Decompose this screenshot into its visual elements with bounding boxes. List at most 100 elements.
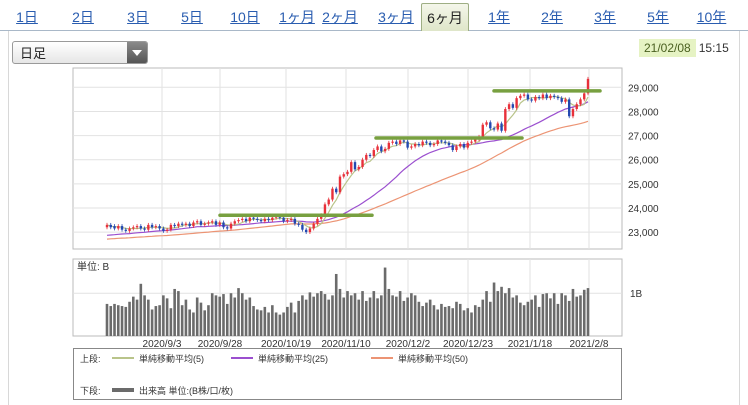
legend-lower-label: 下段: [80, 385, 101, 396]
candle-body [440, 140, 443, 142]
volume-bar [492, 282, 496, 336]
candle-body [109, 224, 112, 228]
candle-body [376, 146, 379, 151]
volume-bar [274, 312, 278, 336]
candle-body [444, 141, 447, 143]
volume-bar [139, 283, 143, 336]
volume-bar [124, 306, 128, 336]
volume-bar [526, 301, 530, 336]
price-tick-label: 26,000 [628, 156, 659, 167]
tab-10年[interactable]: 10年 [696, 9, 727, 25]
legend-volume-swatch [112, 388, 134, 392]
tab-5年[interactable]: 5年 [647, 9, 669, 25]
volume-bar [240, 293, 244, 336]
candle-body [462, 144, 466, 148]
candle-body [500, 123, 503, 131]
volume-bar [556, 303, 560, 336]
candle-body [568, 99, 571, 117]
volume-bar [353, 293, 357, 336]
volume-bar [199, 302, 203, 336]
tab-3ヶ月[interactable]: 3ヶ月 [378, 9, 414, 25]
volume-bar [537, 306, 541, 336]
volume-bar [248, 297, 252, 336]
volume-bar [417, 301, 421, 336]
candle-body [203, 223, 206, 225]
x-tick-label: 2020/12/23 [443, 339, 493, 350]
candle-body [237, 220, 240, 222]
tab-1ヶ月[interactable]: 1ヶ月 [279, 9, 315, 25]
tab-2日[interactable]: 2日 [72, 9, 94, 25]
volume-bar [560, 293, 563, 336]
volume-bar [286, 306, 289, 336]
candle-body [173, 224, 176, 227]
volume-bar [203, 310, 207, 336]
interval-dropdown[interactable]: 日足 [12, 41, 148, 64]
x-tick-label: 2021/1/18 [508, 339, 553, 350]
volume-bar [225, 303, 229, 336]
volume-bar [485, 291, 488, 336]
candle-body [165, 229, 169, 231]
candle-body [282, 217, 285, 222]
volume-bar [173, 288, 176, 336]
tab-5日[interactable]: 5日 [181, 9, 203, 25]
candle-body [286, 220, 289, 222]
candle-body [455, 146, 458, 151]
volume-bar [470, 312, 473, 336]
tab-2年[interactable]: 2年 [541, 9, 563, 25]
volume-bar [252, 306, 255, 336]
volume-bar [214, 295, 218, 336]
candle-body [583, 93, 586, 100]
tab-3日[interactable]: 3日 [127, 9, 149, 25]
volume-bar [372, 291, 376, 336]
volume-bar [301, 295, 304, 336]
volume-bar [579, 295, 582, 336]
tab-2ヶ月[interactable]: 2ヶ月 [322, 9, 358, 25]
chart-panel [8, 31, 740, 405]
volume-bar [440, 303, 443, 336]
volume-bar [188, 309, 191, 336]
volume-bar [395, 296, 398, 336]
tab-10日[interactable]: 10日 [230, 9, 260, 25]
volume-bar [222, 294, 225, 336]
candle-body [560, 98, 563, 102]
legend-ma25-label: 単純移動平均(25) [258, 353, 329, 364]
volume-bar [342, 297, 346, 336]
tab-3年[interactable]: 3年 [594, 9, 616, 25]
tab-1日[interactable]: 1日 [16, 9, 38, 25]
volume-bar [481, 299, 485, 336]
volume-bar [331, 295, 334, 336]
candle-body [474, 139, 477, 142]
candle-body [327, 199, 330, 205]
candle-body [451, 145, 454, 151]
volume-unit-label: 単位: B [77, 260, 110, 273]
candle-body [158, 226, 161, 229]
candle-body [338, 176, 342, 193]
legend-volume-label: 出来高 単位:(B株/口/枚) [139, 385, 233, 396]
candle-body [342, 174, 345, 177]
candle-body [425, 141, 428, 143]
volume-bar [256, 309, 259, 336]
candle-body [147, 224, 150, 230]
x-tick-label: 2020/11/10 [321, 339, 371, 350]
volume-bar [278, 314, 282, 336]
candle-body [278, 216, 282, 218]
volume-bar [530, 299, 533, 336]
volume-bar [473, 305, 477, 336]
volume-bar [271, 305, 274, 336]
candle-body [180, 223, 184, 225]
volume-bar [511, 297, 515, 336]
tab-1年[interactable]: 1年 [488, 9, 510, 25]
volume-bar [383, 267, 387, 336]
legend-ma50-swatch [371, 357, 393, 359]
price-tick-label: 29,000 [628, 83, 659, 94]
volume-bar [113, 303, 116, 336]
candle-body [361, 159, 364, 167]
volume-bar [289, 302, 293, 336]
volume-bar [165, 298, 169, 336]
volume-bar [398, 291, 402, 336]
volume-bar [436, 309, 439, 336]
candle-body [177, 223, 180, 227]
tab-6ヶ月[interactable]: 6ヶ月 [421, 3, 469, 31]
candle-body [188, 223, 191, 227]
volume-bar [120, 306, 124, 336]
